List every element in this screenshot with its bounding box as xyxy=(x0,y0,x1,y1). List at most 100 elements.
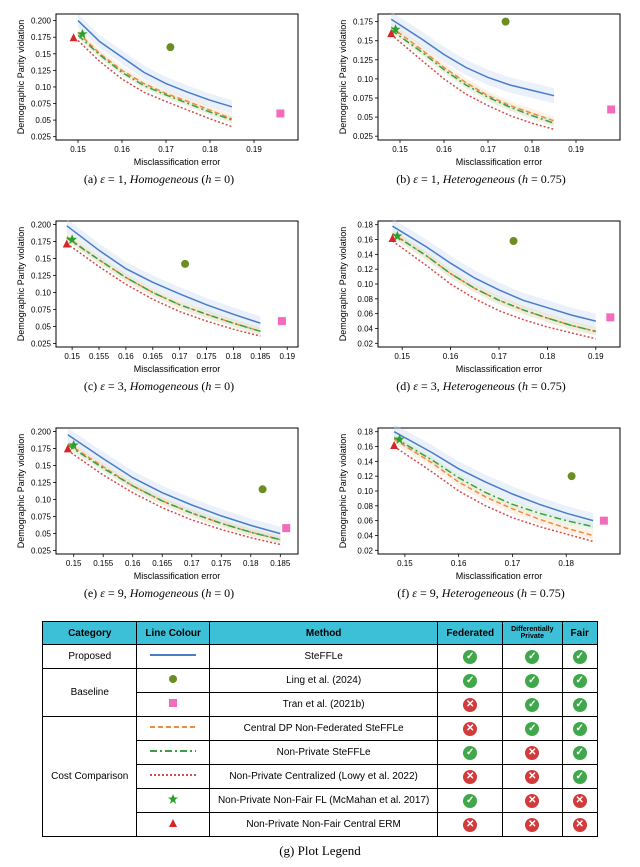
legend-flag: ✓ xyxy=(562,693,597,717)
svg-text:0.19: 0.19 xyxy=(246,145,262,154)
svg-text:0.125: 0.125 xyxy=(31,478,52,487)
svg-text:0.10: 0.10 xyxy=(35,83,51,92)
svg-text:0.155: 0.155 xyxy=(93,559,114,568)
legend-flag: ✕ xyxy=(438,717,503,741)
svg-text:Misclassification error: Misclassification error xyxy=(456,571,543,581)
legend-header: Line Colour xyxy=(137,622,210,645)
legend-header: DifferentiallyPrivate xyxy=(503,622,562,645)
svg-text:0.16: 0.16 xyxy=(357,236,373,245)
legend-flag: ✓ xyxy=(562,669,597,693)
chart-caption-b: (b) ε = 1, Heterogeneous (h = 0.75) xyxy=(396,172,565,187)
svg-text:0.18: 0.18 xyxy=(202,145,218,154)
svg-text:0.10: 0.10 xyxy=(357,487,373,496)
svg-text:0.02: 0.02 xyxy=(357,339,373,348)
legend-row: BaselineLing et al. (2024)✓✓✓ xyxy=(43,669,598,693)
svg-text:0.06: 0.06 xyxy=(357,517,373,526)
legend-flag: ✕ xyxy=(503,813,562,837)
svg-text:0.15: 0.15 xyxy=(70,145,86,154)
svg-text:0.075: 0.075 xyxy=(31,100,52,109)
svg-text:0.10: 0.10 xyxy=(357,280,373,289)
svg-text:0.18: 0.18 xyxy=(540,352,556,361)
chart-panel-d: 0.150.160.170.180.190.020.040.060.080.10… xyxy=(330,215,632,394)
svg-text:0.16: 0.16 xyxy=(357,443,373,452)
legend-category: Cost Comparison xyxy=(43,717,137,837)
svg-text:0.05: 0.05 xyxy=(35,116,51,125)
svg-text:0.15: 0.15 xyxy=(392,145,408,154)
legend-method: Non-Private Centralized (Lowy et al. 202… xyxy=(209,765,437,789)
legend-swatch xyxy=(137,717,210,741)
legend-method: Non-Private Non-Fair FL (McMahan et al. … xyxy=(209,789,437,813)
legend-method: SteFFLe xyxy=(209,645,437,669)
svg-text:0.19: 0.19 xyxy=(568,145,584,154)
svg-text:0.025: 0.025 xyxy=(31,340,52,349)
svg-text:0.06: 0.06 xyxy=(357,310,373,319)
svg-text:0.15: 0.15 xyxy=(397,559,413,568)
svg-text:0.075: 0.075 xyxy=(31,513,52,522)
legend-method: Non-Private Non-Fair Central ERM xyxy=(209,813,437,837)
svg-text:Demographic Parity violation: Demographic Parity violation xyxy=(338,20,348,135)
svg-text:0.10: 0.10 xyxy=(357,75,373,84)
svg-text:0.185: 0.185 xyxy=(270,559,291,568)
svg-text:0.025: 0.025 xyxy=(353,132,374,141)
legend-header: Method xyxy=(209,622,437,645)
svg-text:0.15: 0.15 xyxy=(394,352,410,361)
chart-panel-e: 0.150.1550.160.1650.170.1750.180.1850.02… xyxy=(8,422,310,601)
svg-text:0.125: 0.125 xyxy=(31,271,52,280)
svg-text:0.200: 0.200 xyxy=(31,17,52,26)
svg-text:0.05: 0.05 xyxy=(35,323,51,332)
legend-flag: ✓ xyxy=(503,669,562,693)
svg-text:0.10: 0.10 xyxy=(35,496,51,505)
svg-text:0.17: 0.17 xyxy=(158,145,174,154)
svg-text:0.175: 0.175 xyxy=(31,33,52,42)
legend-swatch xyxy=(137,645,210,669)
svg-text:0.05: 0.05 xyxy=(35,530,51,539)
svg-text:0.05: 0.05 xyxy=(357,113,373,122)
chart-e: 0.150.1550.160.1650.170.1750.180.1850.02… xyxy=(14,422,304,582)
legend-flag: ✓ xyxy=(438,741,503,765)
legend-flag: ✓ xyxy=(562,717,597,741)
svg-text:0.17: 0.17 xyxy=(505,559,521,568)
legend-flag: ✕ xyxy=(562,813,597,837)
svg-text:0.17: 0.17 xyxy=(480,145,496,154)
legend-flag: ✓ xyxy=(503,693,562,717)
svg-text:Demographic Parity violation: Demographic Parity violation xyxy=(338,227,348,342)
legend-swatch xyxy=(137,813,210,837)
chart-panel-f: 0.150.160.170.180.020.040.060.080.100.12… xyxy=(330,422,632,601)
legend-swatch xyxy=(137,765,210,789)
legend-method: Tran et al. (2021b) xyxy=(209,693,437,717)
svg-text:0.19: 0.19 xyxy=(279,352,295,361)
svg-text:0.08: 0.08 xyxy=(357,295,373,304)
chart-caption-c: (c) ε = 3, Homogeneous (h = 0) xyxy=(84,379,234,394)
svg-text:0.14: 0.14 xyxy=(357,250,373,259)
svg-text:0.16: 0.16 xyxy=(436,145,452,154)
legend-flag: ✕ xyxy=(438,693,503,717)
legend-flag: ✕ xyxy=(503,741,562,765)
legend-flag: ✓ xyxy=(503,645,562,669)
svg-text:0.16: 0.16 xyxy=(125,559,141,568)
svg-text:Misclassification error: Misclassification error xyxy=(456,157,543,167)
svg-text:0.08: 0.08 xyxy=(357,502,373,511)
legend-category: Baseline xyxy=(43,669,137,717)
legend-header: Federated xyxy=(438,622,503,645)
legend-caption: (g) Plot Legend xyxy=(8,843,632,859)
svg-text:0.14: 0.14 xyxy=(357,457,373,466)
svg-text:Misclassification error: Misclassification error xyxy=(456,364,543,374)
svg-text:0.18: 0.18 xyxy=(558,559,574,568)
chart-a: 0.15 0.16 0.17 0.18 0.19 0.025 0.05 0.075 0.10 0.… xyxy=(14,8,304,168)
chart-f: 0.150.160.170.180.020.040.060.080.100.12… xyxy=(336,422,626,582)
legend-flag: ✓ xyxy=(438,669,503,693)
legend-swatch xyxy=(137,693,210,717)
svg-text:0.200: 0.200 xyxy=(31,220,52,229)
svg-text:0.025: 0.025 xyxy=(31,133,52,142)
svg-text:0.025: 0.025 xyxy=(31,547,52,556)
legend-swatch xyxy=(137,789,210,813)
legend-flag: ✕ xyxy=(562,789,597,813)
legend-header: Fair xyxy=(562,622,597,645)
legend-flag: ✓ xyxy=(562,645,597,669)
chart-caption-a: (a) ε = 1, Homogeneous (h = 0) xyxy=(84,172,234,187)
chart-b: 0.150.160.170.180.190.0250.050.0750.100.… xyxy=(336,8,626,168)
svg-text:0.175: 0.175 xyxy=(31,444,52,453)
svg-text:0.16: 0.16 xyxy=(114,145,130,154)
svg-text:0.155: 0.155 xyxy=(89,352,110,361)
legend-flag: ✓ xyxy=(562,741,597,765)
